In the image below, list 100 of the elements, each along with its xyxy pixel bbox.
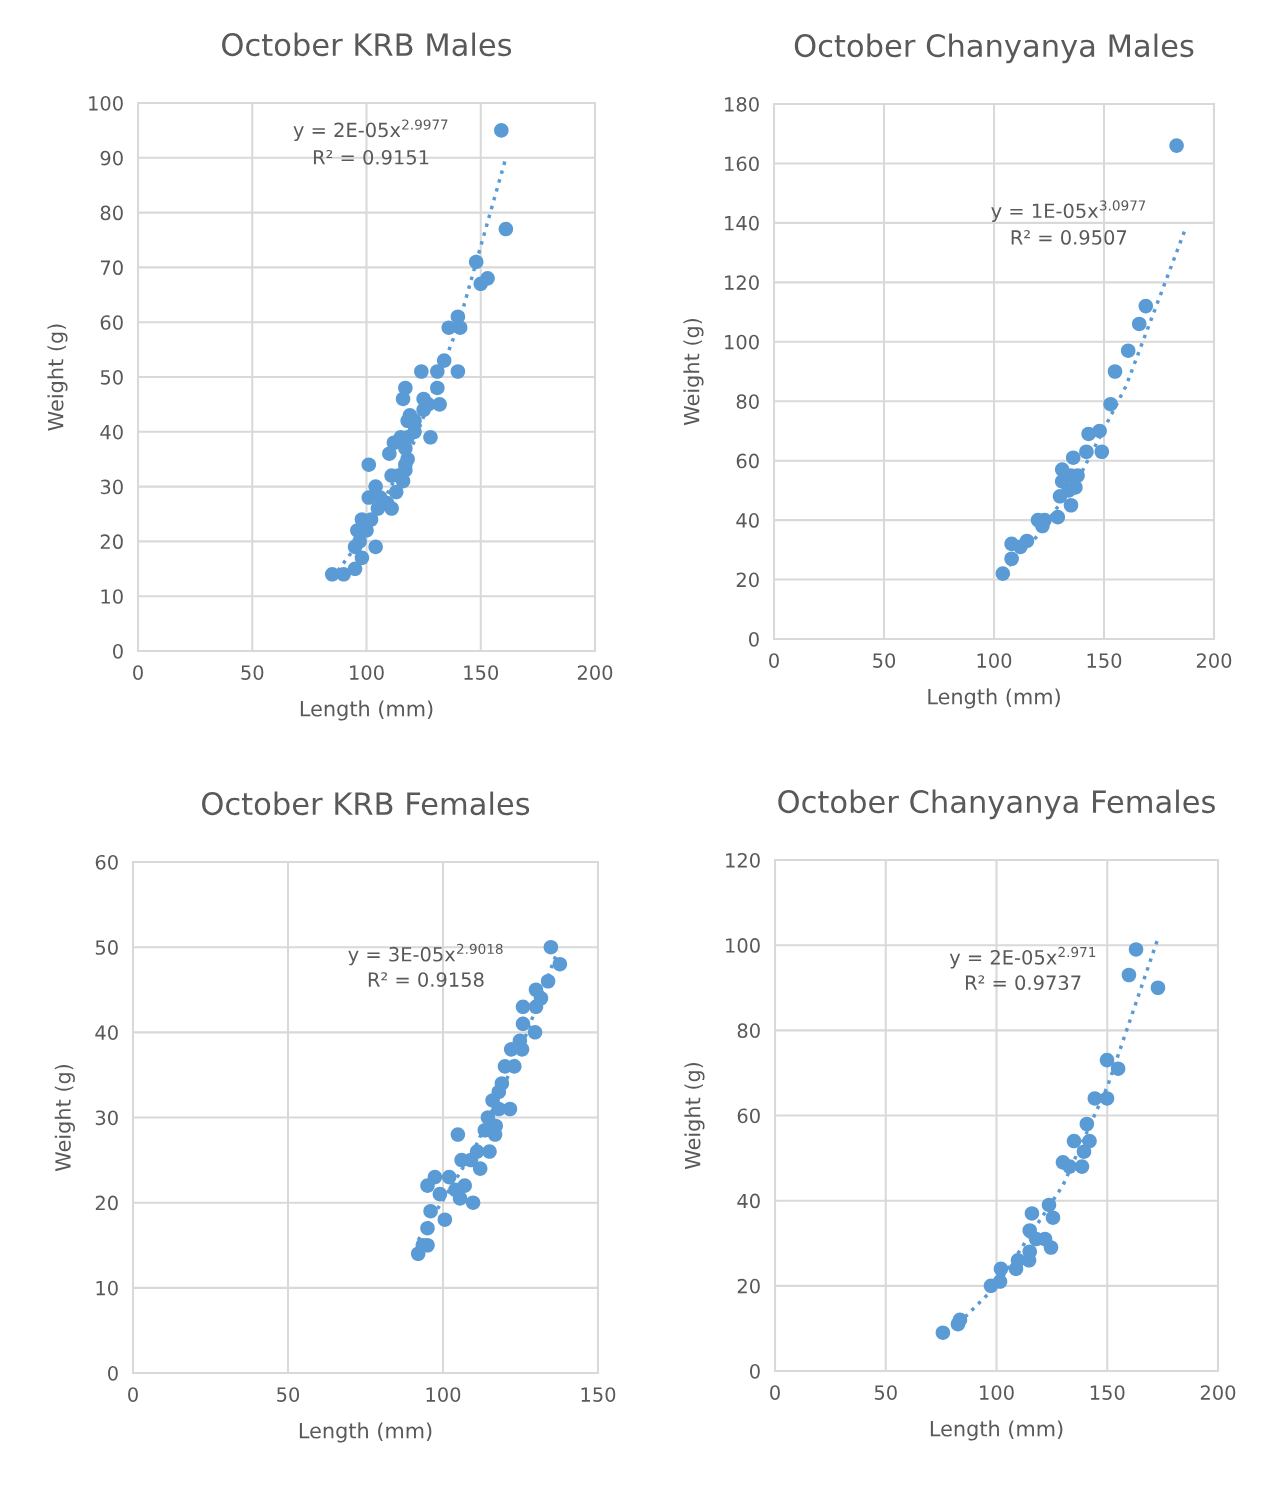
point	[1103, 396, 1118, 412]
y-tick-label: 90	[100, 150, 123, 166]
x-tick-label: 0	[133, 665, 143, 680]
point	[480, 271, 495, 286]
point	[1169, 138, 1184, 153]
point	[528, 982, 544, 998]
point	[450, 364, 466, 379]
point	[1099, 1091, 1115, 1106]
point	[995, 566, 1011, 581]
point	[368, 539, 383, 555]
annotation: R² = 0.9507	[1011, 230, 1127, 245]
point	[552, 956, 568, 972]
point	[414, 364, 429, 379]
y-tick-label: 20	[737, 1278, 760, 1294]
y-tick-label: 0	[749, 631, 759, 647]
y-axis-title: Weight (g)	[683, 318, 704, 426]
x-tick-label: 200	[1200, 1385, 1236, 1400]
point	[441, 1169, 457, 1185]
point	[347, 561, 363, 577]
point	[527, 1025, 543, 1040]
point	[1050, 509, 1066, 525]
point	[482, 1144, 497, 1159]
x-tick-label: 0	[769, 653, 779, 668]
point	[543, 939, 559, 955]
chart-title: October Chanyanya Females	[778, 789, 1215, 820]
point	[448, 1182, 463, 1198]
point	[1131, 316, 1147, 332]
y-axis-title: Weight (g)	[54, 1064, 75, 1172]
point	[423, 430, 438, 445]
x-tick-label: 0	[128, 1387, 138, 1402]
x-tick-label: 150	[464, 665, 499, 680]
point	[1043, 1240, 1059, 1255]
point	[1074, 1159, 1090, 1174]
y-tick-label: 80	[736, 394, 759, 409]
y-tick-label: 60	[737, 1108, 760, 1124]
point	[1082, 1133, 1097, 1149]
point	[1128, 942, 1144, 957]
y-tick-label: 60	[736, 453, 759, 469]
annotation: y = 3E-05x$^{2.9018}$	[348, 943, 503, 966]
point	[450, 1127, 466, 1142]
point	[502, 1101, 518, 1117]
y-tick-label: 0	[108, 1365, 118, 1381]
point	[1024, 1206, 1040, 1221]
x-tick-label: 200	[1196, 653, 1232, 668]
x-tick-label: 50	[241, 665, 264, 680]
y-tick-label: 60	[95, 854, 118, 870]
annotation: y = 2E-05x$^{2.9977}$	[293, 119, 448, 142]
y-tick-label: 0	[750, 1363, 760, 1379]
point	[361, 457, 377, 472]
y-tick-label: 30	[95, 1110, 118, 1126]
point	[472, 1161, 488, 1176]
point	[465, 1195, 481, 1210]
x-tick-label: 100	[977, 653, 1012, 668]
point	[935, 1325, 951, 1340]
y-tick-label: 20	[95, 1195, 118, 1211]
chart-title: October KRB Females	[202, 791, 530, 816]
x-tick-label: 100	[426, 1387, 461, 1402]
y-tick-label: 20	[736, 572, 759, 588]
x-tick-label: 100	[350, 665, 384, 680]
chart-title: October Chanyanya Males	[794, 33, 1194, 64]
y-tick-label: 100	[726, 938, 760, 953]
point	[432, 397, 447, 412]
y-tick-label: 50	[95, 940, 118, 955]
x-tick-label: 0	[770, 1385, 780, 1400]
x-tick-label: 150	[1087, 653, 1122, 668]
y-tick-label: 120	[726, 852, 760, 868]
point	[1138, 298, 1154, 314]
x-axis-title: Length (mm)	[300, 700, 433, 721]
point	[515, 1016, 531, 1032]
point	[1107, 364, 1123, 379]
point	[398, 380, 413, 396]
point	[494, 123, 509, 138]
annotation: R² = 0.9158	[368, 972, 484, 987]
y-tick-label: 10	[101, 589, 123, 604]
x-tick-label: 150	[581, 1387, 616, 1402]
x-tick-label: 100	[980, 1385, 1014, 1400]
y-tick-label: 10	[96, 1280, 118, 1296]
point	[993, 1261, 1009, 1277]
y-tick-label: 40	[100, 424, 123, 440]
annotation: R² = 0.9151	[313, 149, 429, 165]
point	[432, 1186, 448, 1202]
point	[1065, 450, 1081, 465]
y-tick-label: 100	[725, 334, 759, 350]
point	[515, 999, 531, 1015]
y-tick-label: 50	[100, 369, 123, 385]
point	[503, 1042, 519, 1057]
y-tick-label: 180	[725, 96, 759, 112]
y-tick-label: 20	[100, 534, 123, 550]
x-tick-label: 50	[277, 1387, 300, 1402]
x-axis-title: Length (mm)	[299, 1422, 432, 1443]
point	[1094, 444, 1110, 460]
y-axis-title: Weight (g)	[47, 324, 68, 431]
point	[1087, 1091, 1103, 1106]
annotation: y = 2E-05x$^{2.971}$	[949, 946, 1096, 969]
y-axis-title: Weight (g)	[684, 1062, 705, 1170]
point	[1066, 1133, 1082, 1149]
y-tick-label: 140	[725, 215, 759, 231]
point	[354, 550, 370, 566]
y-tick-label: 160	[725, 156, 759, 172]
point	[1120, 343, 1136, 358]
